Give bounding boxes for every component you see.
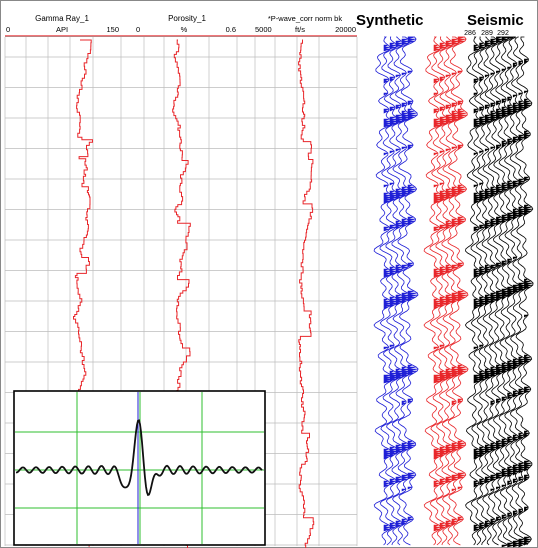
synthetic-trace-red xyxy=(447,36,469,546)
track-header-gamma: Gamma Ray_1 0 API 150 xyxy=(6,14,119,34)
seismic-trace xyxy=(487,36,506,546)
log-curve xyxy=(298,39,315,548)
synthetic-trace-fill xyxy=(395,40,407,528)
seismic-trace-fill xyxy=(501,36,511,548)
porosity-track-max: 0.6 xyxy=(226,25,236,34)
synthetic-trace-fill xyxy=(389,42,401,530)
seismic-trace xyxy=(509,36,528,546)
gamma-track-name: Gamma Ray_1 xyxy=(35,14,89,23)
porosity-track-min: 0 xyxy=(136,25,140,34)
wavelet-inset xyxy=(13,390,266,546)
seismic-trace-fill xyxy=(512,62,522,548)
synthetic-traces xyxy=(373,36,469,546)
synthetic-trace-red-fill xyxy=(439,42,451,530)
gamma-track-min: 0 xyxy=(6,25,10,34)
gamma-track-unit: API xyxy=(56,25,68,34)
track-header-porosity: Porosity_1 0 % 0.6 xyxy=(136,14,236,34)
seismic-trace-label: 292 xyxy=(497,30,509,37)
seismic-panel-title: Seismic xyxy=(467,12,524,29)
gamma-track-max: 150 xyxy=(106,25,119,34)
seismic-trace-fill xyxy=(496,36,506,522)
seismic-trace-fill xyxy=(473,44,483,532)
porosity-track-name: Porosity_1 xyxy=(168,14,206,23)
synthetic-trace xyxy=(397,36,419,546)
seismic-trace-fill xyxy=(524,58,534,546)
track-header-pwave: *P-wave_corr norm bk 5000 ft/s 20000 xyxy=(255,14,356,34)
pwave-track-name: *P-wave_corr norm bk xyxy=(268,14,342,23)
pwave-track-max: 20000 xyxy=(335,25,356,34)
seismic-trace-fill xyxy=(518,60,528,548)
seismic-trace-label: 286 xyxy=(464,30,476,37)
seismic-trace xyxy=(515,36,534,546)
synthetic-trace xyxy=(391,36,413,546)
synthetic-trace-fill xyxy=(401,38,413,526)
synthetic-trace-red-fill xyxy=(433,44,445,532)
seismic-traces xyxy=(464,36,534,548)
synthetic-trace-red xyxy=(441,36,463,546)
synthetic-trace-fill xyxy=(407,36,419,522)
pwave-track-min: 5000 xyxy=(255,25,272,34)
seismic-trace-fill xyxy=(507,36,517,548)
seismic-trace-label: 289 xyxy=(481,30,493,37)
synthetic-trace-fill xyxy=(383,44,395,532)
pwave-track-unit: ft/s xyxy=(295,25,305,34)
porosity-track-unit: % xyxy=(181,25,188,34)
synthetic-trace-red-fill xyxy=(457,36,469,522)
synthetic-trace-red-fill xyxy=(445,40,457,528)
synthetic-trace-red-fill xyxy=(451,38,463,526)
seismic-trace xyxy=(481,36,501,546)
synthetic-panel-title: Synthetic xyxy=(356,12,424,29)
wavelet-curve xyxy=(15,419,263,497)
seismic-trace-fill xyxy=(479,42,489,530)
seismic-trace-fill xyxy=(484,40,495,528)
seismic-trace-fill xyxy=(490,38,500,526)
